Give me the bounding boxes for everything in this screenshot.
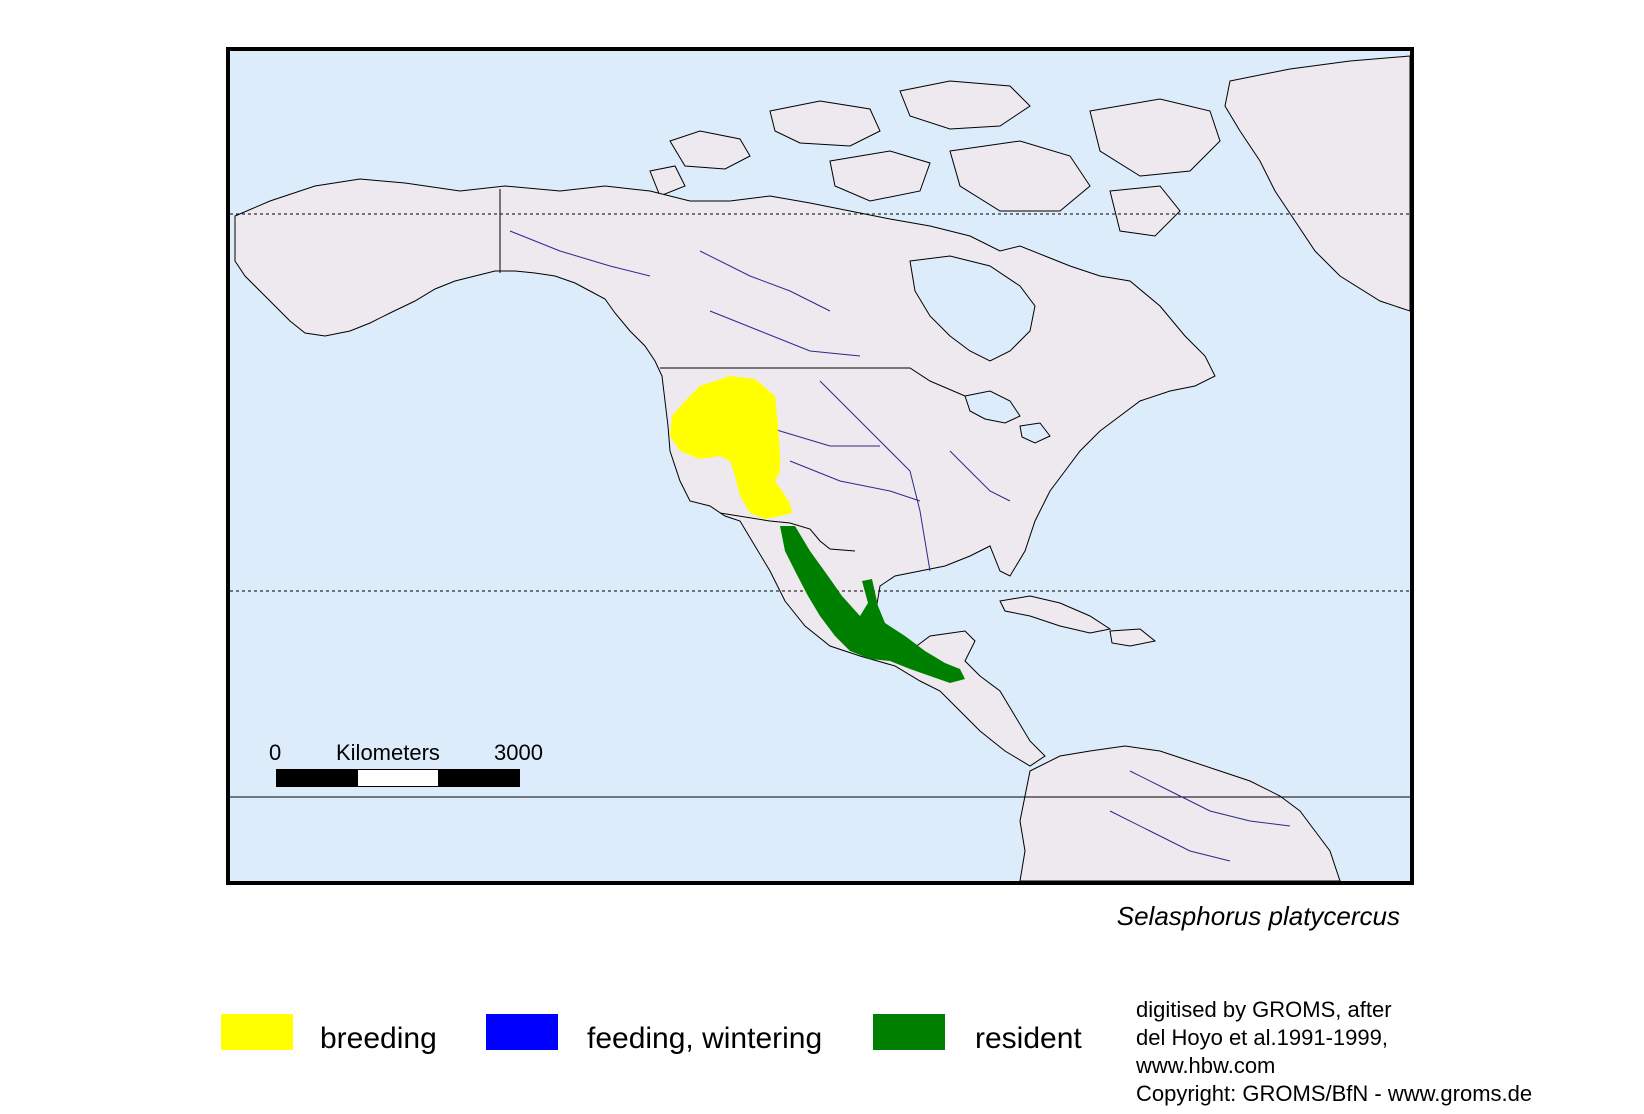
arctic-island bbox=[669, 130, 751, 170]
south-america-landmass bbox=[1019, 745, 1341, 881]
scale-unit-label: Kilometers bbox=[336, 740, 440, 765]
legend-label-feeding-wintering: feeding, wintering bbox=[587, 1022, 823, 1055]
arctic-island bbox=[829, 150, 931, 202]
arctic-island bbox=[769, 100, 881, 147]
river bbox=[709, 310, 861, 357]
caribbean-island bbox=[1109, 628, 1157, 647]
river bbox=[1109, 810, 1231, 862]
river bbox=[509, 230, 651, 277]
river bbox=[819, 380, 931, 572]
resident-range bbox=[780, 526, 965, 683]
legend-label-resident: resident bbox=[975, 1022, 1082, 1055]
scale-segment bbox=[438, 770, 520, 786]
scale-max-label: 3000 bbox=[494, 740, 543, 765]
credit-line: digitised by GROMS, after bbox=[1136, 997, 1392, 1022]
legend-label-breeding: breeding bbox=[320, 1022, 437, 1055]
arctic-island bbox=[1089, 98, 1221, 177]
arctic-island bbox=[949, 140, 1091, 212]
credit-line: www.hbw.com bbox=[1136, 1053, 1276, 1078]
legend-swatch-feeding-wintering bbox=[486, 1014, 558, 1050]
river bbox=[789, 460, 921, 502]
arctic-island bbox=[649, 165, 686, 197]
map-canvas bbox=[230, 51, 1410, 881]
river bbox=[699, 250, 831, 312]
legend-swatch-breeding bbox=[221, 1014, 293, 1050]
hudson-bay bbox=[909, 255, 1036, 362]
arctic-island bbox=[1109, 185, 1181, 237]
great-lakes bbox=[1019, 422, 1051, 444]
great-lakes bbox=[964, 390, 1021, 424]
scale-zero-label: 0 bbox=[269, 740, 282, 765]
credits-block: digitised by GROMS, after del Hoyo et al… bbox=[1136, 996, 1532, 1108]
river bbox=[949, 450, 1011, 502]
scale-segment bbox=[277, 770, 358, 786]
credit-line: del Hoyo et al.1991-1999, bbox=[1136, 1025, 1388, 1050]
greenland-landmass bbox=[1224, 55, 1410, 312]
species-name: Selasphorus platycercus bbox=[1116, 901, 1400, 931]
border-usa-canada bbox=[660, 367, 966, 397]
scale-segment bbox=[357, 770, 439, 786]
scale-bar bbox=[276, 769, 520, 787]
caribbean-island bbox=[999, 595, 1112, 634]
arctic-island bbox=[899, 80, 1031, 130]
legend-swatch-resident bbox=[873, 1014, 945, 1050]
river bbox=[1129, 770, 1291, 827]
breeding-range bbox=[670, 376, 792, 519]
credit-line: Copyright: GROMS/BfN - www.groms.de bbox=[1136, 1081, 1533, 1106]
border-usa-mexico bbox=[719, 512, 856, 552]
range-map bbox=[226, 47, 1414, 885]
